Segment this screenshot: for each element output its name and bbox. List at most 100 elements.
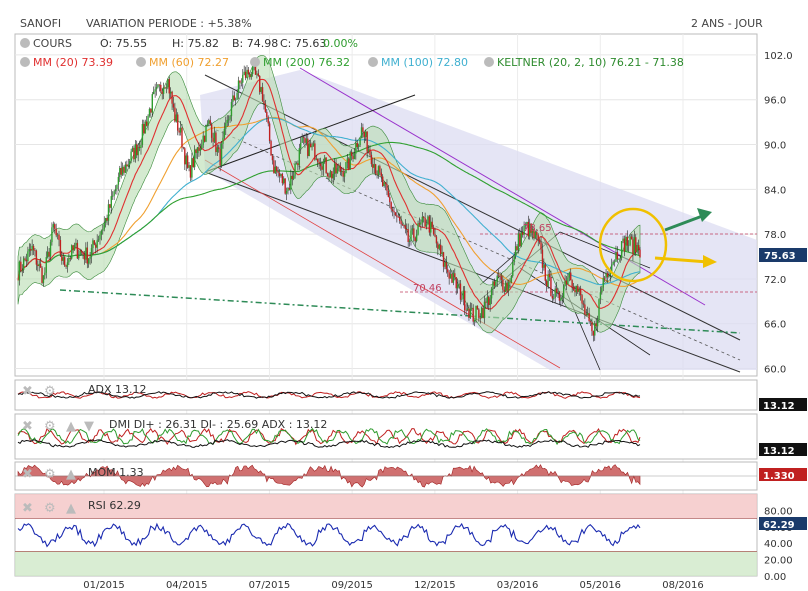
- candle-body: [244, 71, 247, 78]
- close-icon[interactable]: ✖: [22, 384, 33, 399]
- candle-body: [277, 171, 279, 173]
- candle-body: [219, 148, 221, 166]
- up-arrow-head: [697, 208, 712, 222]
- candle-body: [316, 158, 319, 162]
- gear-icon[interactable]: [20, 57, 30, 67]
- candle-body: [442, 252, 445, 267]
- candle-body: [298, 148, 301, 166]
- candle-body: [227, 119, 230, 121]
- candle-body: [502, 279, 504, 290]
- candle-body: [365, 131, 367, 137]
- candle-body: [71, 245, 73, 259]
- candle-body: [191, 158, 193, 178]
- candle-body: [290, 175, 292, 190]
- candle-body: [145, 121, 148, 126]
- adx-black-line: [17, 391, 641, 399]
- candle-body: [103, 222, 105, 230]
- candle-body: [89, 256, 91, 259]
- mom-value: 1.330: [763, 471, 795, 482]
- candle-body: [359, 137, 361, 145]
- arrow-up-icon[interactable]: ▲: [66, 501, 76, 516]
- open-value: O: 75.55: [100, 37, 148, 50]
- gear-icon[interactable]: [484, 57, 494, 67]
- candle-body: [538, 239, 541, 243]
- candle-body: [417, 223, 419, 235]
- gear-icon[interactable]: [20, 38, 30, 48]
- candle-body: [447, 269, 449, 273]
- mm100-legend: MM (100) 72.80: [368, 56, 468, 69]
- close-icon[interactable]: ✖: [22, 419, 33, 434]
- candle-body: [571, 280, 573, 287]
- candle-body: [343, 173, 346, 177]
- period-selector[interactable]: 2 ANS - JOUR: [691, 17, 763, 30]
- candle-body: [80, 250, 83, 253]
- arrow-up-icon[interactable]: ▲: [66, 419, 76, 434]
- candle-body: [130, 151, 132, 162]
- candle-body: [373, 164, 375, 168]
- candle-body: [283, 178, 285, 184]
- candle-body: [338, 165, 340, 169]
- candle-body: [379, 166, 381, 173]
- candle-body: [271, 155, 274, 161]
- panel-tool-icons: ✖ ⚙ ✖ ⚙ ▲ ▼ ✖ ⚙ ▲ ✖ ⚙ ▲: [22, 384, 94, 516]
- candle-body: [284, 178, 286, 194]
- rsi-tick-label: 40.00: [764, 539, 793, 550]
- candle-body: [137, 147, 139, 156]
- close-icon[interactable]: ✖: [22, 467, 33, 482]
- candle-body: [246, 69, 248, 78]
- candle-body: [247, 69, 250, 75]
- candle-body: [263, 100, 265, 104]
- candle-body: [171, 91, 173, 104]
- candle-body: [168, 79, 170, 94]
- candle-body: [324, 157, 326, 162]
- gear-icon[interactable]: ⚙: [44, 501, 56, 516]
- close-icon[interactable]: ✖: [22, 501, 33, 516]
- gear-icon[interactable]: [368, 57, 378, 67]
- candle-body: [562, 286, 565, 298]
- gear-icon[interactable]: ⚙: [44, 384, 56, 399]
- candle-body: [160, 84, 162, 92]
- candle-body: [128, 161, 131, 165]
- candle-body: [495, 281, 497, 286]
- rsi-overbought-zone: [15, 494, 757, 518]
- candle-body: [524, 225, 527, 227]
- candle-body: [500, 276, 503, 280]
- candle-body: [595, 323, 597, 327]
- candle-body: [509, 281, 511, 283]
- candle-body: [611, 264, 613, 273]
- candle-body: [215, 132, 217, 153]
- candle-body: [83, 254, 86, 260]
- candle-body: [92, 240, 94, 249]
- candle-body: [383, 182, 385, 187]
- candle-body: [249, 74, 251, 78]
- arrow-down-icon[interactable]: ▼: [84, 419, 94, 434]
- candle-body: [630, 236, 633, 240]
- mm200-line: [17, 141, 641, 281]
- candle-body: [312, 143, 315, 146]
- candle-body: [178, 130, 180, 133]
- candle-body: [254, 64, 257, 75]
- candle-body: [218, 147, 220, 149]
- chart-header: SANOFI VARIATION PERIODE : +5.38% 2 ANS …: [0, 0, 808, 69]
- mm20-legend: MM (20) 73.39: [20, 56, 113, 69]
- candle-body: [109, 204, 111, 208]
- candle-body: [35, 250, 38, 265]
- candle-body: [291, 175, 293, 180]
- y-tick-label: 66.0: [764, 320, 786, 331]
- candle-body: [232, 95, 234, 102]
- candle-body: [452, 273, 455, 283]
- candle-body: [423, 216, 425, 219]
- arrow-up-icon[interactable]: ▲: [66, 467, 76, 482]
- candle-body: [565, 280, 568, 285]
- candle-body: [55, 228, 57, 236]
- candle-body: [198, 147, 200, 151]
- symbol-title: SANOFI: [20, 17, 62, 30]
- gear-icon[interactable]: ⚙: [44, 419, 56, 434]
- gear-icon[interactable]: ⚙: [44, 467, 56, 482]
- candle-body: [309, 143, 312, 148]
- candle-body: [486, 296, 489, 303]
- candle-body: [570, 272, 572, 281]
- gear-icon[interactable]: [250, 57, 260, 67]
- candle-body: [397, 216, 399, 218]
- gear-icon[interactable]: [136, 57, 146, 67]
